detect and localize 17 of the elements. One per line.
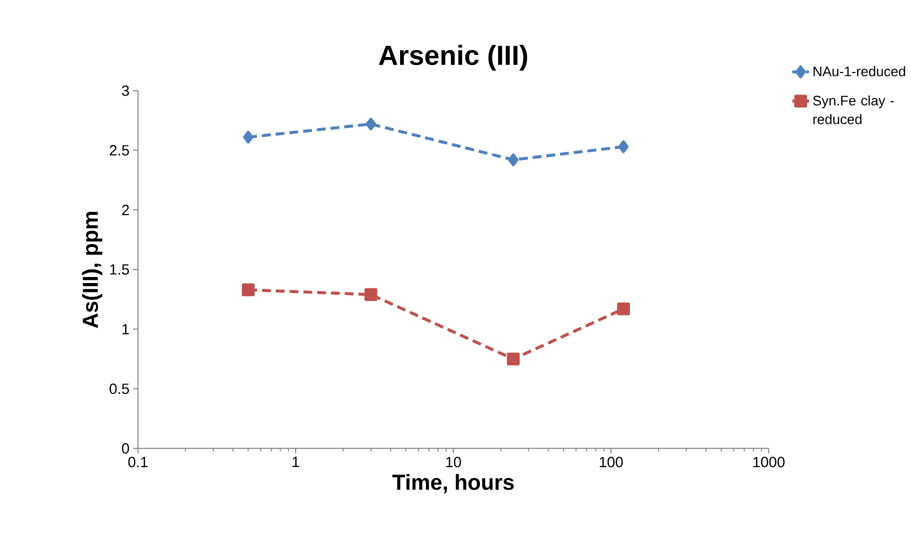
y-tick-label: 2.5 [110,145,129,156]
legend-label: NAu-1-reduced [814,66,906,76]
x-tick-label: 100 [600,456,623,468]
y-axis-title: As(III), ppm [82,212,102,328]
legend-label: Syn.Fe clay - reduced [813,95,894,124]
y-tick-label: 2 [122,204,129,216]
y-tick-label: 3 [122,85,129,96]
x-axis-title: Time, hours [392,474,514,494]
x-tick-label: 1 [292,456,300,467]
y-tick-label: 0.5 [110,384,129,394]
chart-title: Arsenic (III) [378,44,528,71]
y-tick-label: 1 [122,324,129,334]
x-tick-label: 0.1 [128,456,148,468]
y-tick-label: 0 [122,443,130,454]
x-tick-label: 1000 [753,456,785,468]
y-tick-label: 1.5 [110,264,129,275]
x-tick-label: 10 [446,456,461,468]
